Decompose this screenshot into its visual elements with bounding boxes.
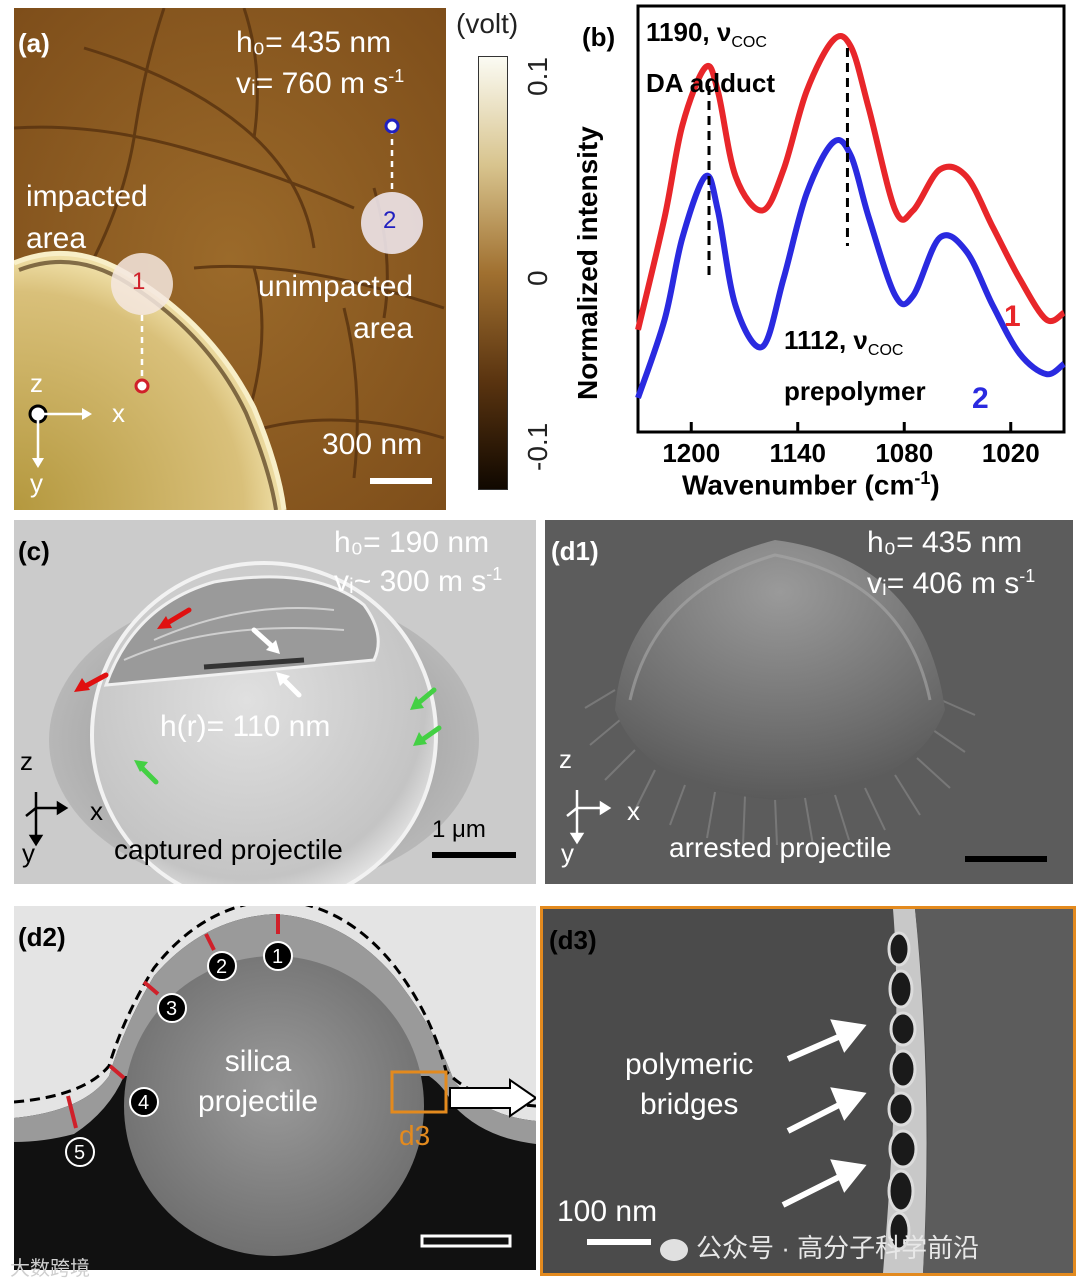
scale-bar-label: 1 μm — [432, 816, 486, 843]
series-2-label: 2 — [972, 382, 989, 415]
annotation-prepolymer: 1112, νCOC prepolymer — [784, 325, 926, 407]
x-tick-label-1200: 1200 — [662, 438, 720, 468]
colorbar-tick-top: 0.1 — [522, 57, 553, 96]
y-axis-label: Normalized intensity — [572, 126, 603, 400]
series-1-label: 1 — [1004, 300, 1021, 333]
d3-inset-box — [390, 1070, 448, 1114]
scale-bar — [965, 856, 1047, 862]
caption: polymeric bridges — [625, 1048, 754, 1121]
colorbar: (volt) 0.1 0 -0.1 — [452, 8, 572, 508]
axis-y-label: y — [561, 838, 574, 868]
h0-label: h₀= 190 nm — [334, 526, 490, 559]
panel-label: (d3) — [549, 925, 597, 955]
marker-1-label: 1 — [132, 268, 146, 295]
scale-bar-label: 100 nm — [557, 1195, 658, 1228]
panel-d3: (d3) polymeric bridges 100 nm — [540, 906, 1076, 1276]
d3-inset-label: d3 — [399, 1120, 431, 1151]
scale-bar — [587, 1239, 651, 1245]
colorbar-tick-mid: 0 — [522, 270, 553, 286]
annotation-da-adduct: 1190, νCOC DA adduct — [646, 17, 776, 99]
marker-5: 5 — [74, 1142, 86, 1164]
axis-z-label: z — [20, 746, 33, 776]
watermark-right: 公众号 · 高分子科学前沿 — [660, 1228, 979, 1265]
panel-label: (c) — [18, 536, 50, 566]
panel-c: (c) h₀= 190 nm vᵢ~ 300 m s-1 h(r)= 110 n… — [14, 520, 536, 884]
axis-x-label: x — [112, 398, 125, 428]
panel-d2: (d2) silica projectile d3 1 2 3 4 5 — [14, 906, 536, 1270]
unimpacted-area-label: unimpacted area — [258, 270, 414, 345]
sem-polymeric-bridges — [543, 909, 1073, 1273]
impacted-area-label: impacted area — [26, 180, 148, 255]
marker-4: 4 — [138, 1092, 150, 1114]
scale-bar — [432, 852, 516, 858]
caption: arrested projectile — [669, 832, 892, 863]
panel-b: 1200 1140 1080 1020 (b) Normalized intensit… — [560, 0, 1080, 515]
x-axis-label: Wavenumber (cm-1) — [682, 468, 940, 501]
axis-z-label: z — [559, 744, 572, 774]
colorbar-unit: (volt) — [456, 8, 519, 39]
x-tick-label-1020: 1020 — [982, 438, 1040, 468]
vi-label: vᵢ= 406 m s-1 — [867, 566, 1036, 600]
marker-1: 1 — [272, 946, 284, 968]
wechat-icon — [660, 1239, 688, 1262]
h0-label: h₀= 435 nm — [236, 26, 392, 59]
caption: captured projectile — [114, 834, 343, 865]
sem-captured-projectile — [14, 520, 536, 884]
series-1-line — [635, 33, 1066, 331]
marker-2-circle — [361, 192, 423, 254]
marker-1-circle — [111, 253, 173, 315]
watermark-left: 大数跨境 — [10, 1258, 90, 1280]
vi-label: vᵢ~ 300 m s-1 — [334, 564, 503, 598]
center-label: silica projectile — [198, 1045, 319, 1118]
vi-label: vᵢ= 760 m s-1 — [236, 66, 405, 100]
axis-x-label: x — [90, 796, 103, 826]
h0-label: h₀= 435 nm — [867, 526, 1023, 559]
sem-arrested-projectile — [545, 520, 1073, 884]
colorbar-tick-bottom: -0.1 — [522, 422, 553, 471]
afm-image — [14, 8, 446, 510]
panel-label: (a) — [18, 28, 50, 58]
axis-x-label: x — [627, 796, 640, 826]
panel-a: (a) h₀= 435 nm vᵢ= 760 m s-1 impacted ar… — [14, 8, 446, 510]
colorbar-gradient — [478, 56, 508, 490]
axis-z-label: z — [30, 368, 43, 398]
series-2-line — [635, 137, 1066, 399]
ir-spectrum-chart: 1200 1140 1080 1020 — [635, 4, 1066, 468]
scale-bar-label: 300 nm — [322, 428, 423, 461]
marker-2: 2 — [216, 956, 228, 978]
panel-label: (d1) — [551, 536, 599, 566]
panel-label: (d2) — [18, 922, 66, 952]
sem-cross-section — [14, 906, 536, 1270]
marker-2-label: 2 — [383, 207, 397, 234]
scale-bar — [420, 1234, 512, 1248]
hr-label: h(r)= 110 nm — [160, 710, 331, 743]
x-tick-label-1140: 1140 — [770, 438, 826, 468]
panel-d1: (d1) h₀= 435 nm vᵢ= 406 m s-1 arrested p… — [545, 520, 1073, 884]
plot-frame — [636, 4, 1066, 434]
axis-y-label: y — [22, 838, 35, 868]
marker-3: 3 — [166, 998, 178, 1020]
axis-y-label: y — [30, 468, 43, 498]
panel-label: (b) — [582, 22, 616, 52]
scale-bar — [370, 478, 432, 484]
x-tick-label-1080: 1080 — [875, 438, 933, 468]
